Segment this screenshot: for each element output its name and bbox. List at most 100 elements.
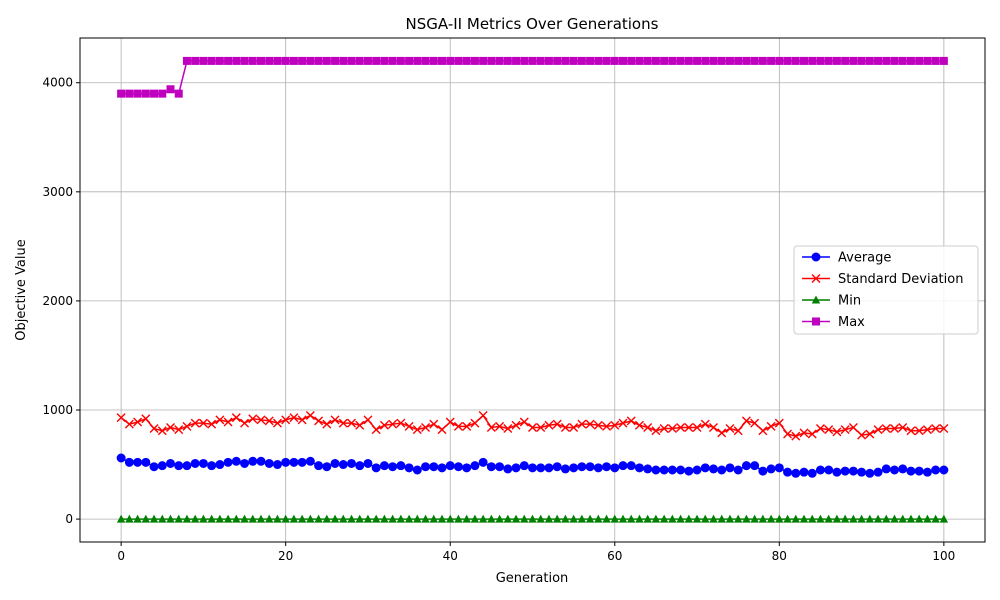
data-point-max [182,56,191,65]
legend-label: Average [838,251,891,266]
data-point-standard-deviation [511,420,521,430]
data-point-max [446,56,455,65]
series-average [116,453,949,478]
data-point-average [396,461,406,471]
y-tick-label: 1000 [42,403,73,417]
data-point-max [298,56,307,65]
data-point-standard-deviation [486,422,496,432]
data-point-min [478,514,488,523]
data-point-max [849,56,858,65]
data-point-min [207,514,216,523]
data-point-max [841,56,850,65]
data-point-average [157,461,167,471]
data-point-min [495,514,504,523]
data-point-min [659,514,669,523]
data-point-min [322,514,332,523]
data-point-standard-deviation [347,418,356,428]
data-point-average [593,463,603,473]
data-point-average [198,458,208,468]
data-point-average [626,461,636,471]
data-point-standard-deviation [577,419,587,429]
data-point-average [873,467,883,477]
data-point-standard-deviation [256,415,266,425]
data-point-max [635,56,644,65]
data-point-average [577,462,587,472]
data-point-standard-deviation [495,421,505,431]
data-point-min [610,514,619,523]
data-point-average [297,457,307,467]
data-point-min [717,514,726,523]
data-point-max [520,56,529,65]
data-point-min [199,514,208,523]
data-point-average [774,463,784,473]
data-point-max [742,56,751,65]
data-point-average [182,461,192,471]
data-point-standard-deviation [610,420,620,430]
data-point-standard-deviation [470,418,480,428]
data-point-min [339,514,348,523]
data-point-max [470,56,479,65]
data-point-max [372,56,381,65]
data-point-min [816,514,825,523]
data-point-min [215,514,225,523]
data-point-average [371,463,381,473]
data-point-average [289,457,299,467]
data-point-average [347,458,356,468]
y-tick-label: 3000 [42,185,73,199]
data-point-min [462,514,471,523]
data-point-average [264,458,274,468]
data-point-min [503,514,513,523]
data-point-standard-deviation [264,416,274,426]
data-point-max [273,56,282,65]
data-point-max [610,56,619,65]
data-point-standard-deviation [684,422,694,432]
data-point-min [882,514,891,523]
data-point-min [552,514,562,523]
data-point-standard-deviation [807,429,817,439]
data-point-max [141,89,150,98]
data-point-standard-deviation [338,418,348,428]
data-point-standard-deviation [371,425,381,435]
data-point-max [808,56,817,65]
data-point-standard-deviation [503,424,513,434]
data-point-standard-deviation [314,416,324,426]
data-point-max [355,56,364,65]
legend-label: Standard Deviation [838,272,963,287]
data-point-standard-deviation [453,421,463,431]
data-point-min [256,514,266,523]
data-point-standard-deviation [223,417,233,427]
data-point-standard-deviation [330,415,340,425]
data-point-average [412,465,422,475]
data-point-min [832,514,842,523]
data-point-average [240,458,250,468]
data-point-average [618,461,628,471]
data-point-average [511,463,521,473]
data-point-standard-deviation [692,422,702,432]
data-point-standard-deviation [149,424,159,434]
data-point-average [684,466,694,476]
data-point-max [380,56,389,65]
data-point-standard-deviation [939,424,949,434]
data-point-min [380,514,389,523]
data-point-standard-deviation [166,422,175,432]
data-point-standard-deviation [272,418,282,428]
data-point-standard-deviation [388,419,398,429]
data-point-average [840,466,850,476]
data-point-min [914,514,924,523]
data-point-min [520,514,529,523]
data-point-max [536,56,545,65]
data-point-average [404,463,414,473]
data-point-min [223,514,233,523]
data-point-standard-deviation [602,421,612,431]
data-point-standard-deviation [881,424,891,434]
data-point-min [857,514,866,523]
data-point-standard-deviation [733,426,743,436]
data-point-standard-deviation [478,410,488,420]
data-point-max [577,56,586,65]
data-point-average [281,457,291,467]
data-point-standard-deviation [429,419,439,429]
data-point-min [158,514,167,523]
data-point-min [240,514,249,523]
data-point-max [503,56,512,65]
